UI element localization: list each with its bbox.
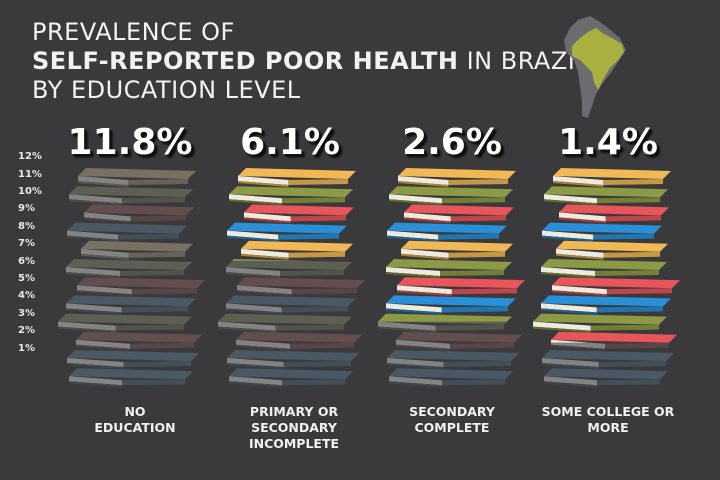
value-label-secondary-complete: 2.6% [402, 122, 502, 163]
book [226, 295, 356, 315]
book [241, 240, 353, 260]
book [552, 277, 680, 297]
book [541, 295, 671, 315]
book [556, 240, 668, 260]
chart-title: PREVALENCE OF SELF-REPORTED POOR HEALTH … [32, 18, 589, 105]
y-tick-label: 3% [18, 307, 35, 319]
y-tick-label: 6% [18, 255, 35, 267]
book-stack-colored [533, 168, 680, 343]
book [66, 259, 192, 278]
title-line-1: PREVALENCE OF [32, 18, 235, 46]
book [244, 204, 354, 224]
book [229, 368, 353, 388]
book [227, 222, 347, 242]
south-america-map-icon [564, 16, 626, 118]
book-stack-faded-value-fill [542, 342, 674, 388]
title-line-2-bold: SELF-REPORTED POOR HEALTH [32, 47, 459, 75]
book [232, 259, 308, 261]
book [386, 295, 516, 315]
category-label-primary-secondary-incomplete: PRIMARY OR SECONDARY INCOMPLETE [248, 404, 340, 451]
book [401, 240, 513, 260]
book [378, 321, 507, 333]
book [544, 368, 668, 388]
book [226, 260, 352, 278]
book [397, 277, 525, 297]
book [551, 331, 677, 343]
value-label-some-college: 1.4% [558, 122, 658, 163]
book [67, 222, 187, 242]
book [553, 168, 671, 187]
book-stack-faded-value-fill [58, 168, 205, 388]
book [389, 368, 513, 388]
y-tick-label: 4% [18, 290, 35, 302]
title-line-3: BY EDUCATION LEVEL [32, 76, 301, 104]
book [76, 331, 202, 351]
y-tick-label: 5% [18, 273, 35, 284]
book-stack-faded-value-fill [218, 260, 365, 388]
value-label-no-education: 11.8% [67, 122, 193, 163]
book [386, 259, 512, 278]
book [78, 168, 196, 187]
book [238, 168, 356, 187]
book [542, 222, 662, 242]
y-tick-label: 9% [18, 203, 35, 215]
brazil-shape [572, 28, 624, 90]
book [69, 368, 193, 388]
book [69, 186, 193, 206]
book [387, 350, 519, 369]
book [551, 342, 670, 351]
book [404, 204, 514, 224]
value-label-primary-secondary-incomplete: 6.1% [240, 122, 340, 163]
book-stack-faded-value-fill [378, 321, 522, 388]
y-tick-label: 1% [18, 342, 35, 354]
book [236, 331, 362, 351]
book [542, 350, 674, 369]
book [387, 222, 507, 242]
book [58, 313, 192, 333]
category-label-secondary-complete: SECONDARY COMPLETE [409, 404, 495, 435]
category-label-some-college: SOME COLLEGE OR MORE [541, 404, 675, 435]
book [84, 204, 194, 224]
book [389, 186, 513, 206]
book [398, 168, 516, 187]
book [544, 186, 668, 206]
category-label-no-education: NO EDUCATION [94, 404, 176, 435]
book [218, 313, 352, 333]
book [67, 350, 199, 369]
y-tick-label: 2% [18, 325, 35, 337]
book [541, 259, 667, 278]
y-tick-label: 7% [18, 238, 35, 250]
book [533, 313, 667, 333]
book [227, 350, 359, 369]
book [66, 295, 196, 315]
y-tick-label: 8% [18, 220, 35, 232]
book [378, 313, 512, 322]
book-stack-colored [378, 168, 525, 322]
book [229, 186, 353, 206]
book [237, 277, 365, 297]
book [81, 240, 193, 260]
book [396, 331, 522, 351]
y-tick-label: 11% [18, 168, 42, 180]
book [559, 204, 669, 224]
y-tick-label: 12% [18, 151, 42, 163]
book [77, 277, 205, 297]
book-stack-colored [227, 168, 356, 261]
y-tick-label: 10% [18, 186, 42, 197]
